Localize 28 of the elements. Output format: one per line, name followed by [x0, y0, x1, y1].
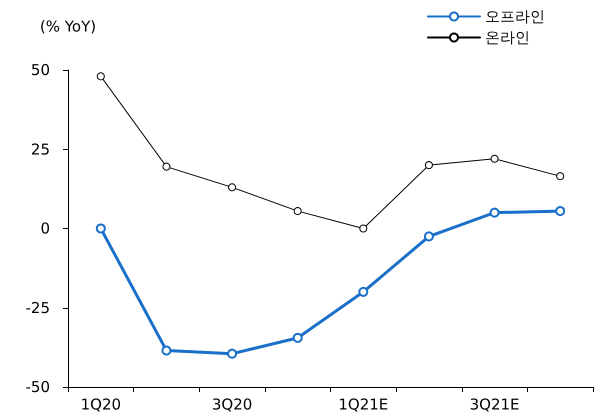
point	[228, 183, 236, 192]
point	[292, 332, 303, 343]
y-tick-label: -25	[26, 298, 50, 317]
y-tick-label: -50	[26, 378, 50, 396]
x-tick-label: 1Q21E	[338, 396, 388, 414]
point	[555, 206, 566, 216]
point	[162, 162, 170, 171]
point	[227, 348, 238, 359]
y-tick-label: 0	[40, 220, 50, 238]
point	[358, 286, 368, 297]
y-tick-label: 50	[30, 61, 50, 79]
legend-label: 온라인	[485, 28, 530, 46]
x-tick-label: 3Q21E	[470, 396, 520, 414]
y-tick-label: 25	[30, 140, 50, 158]
point	[490, 154, 499, 163]
point	[359, 224, 368, 232]
point	[424, 231, 434, 242]
point	[424, 161, 433, 170]
point	[294, 207, 302, 216]
point	[490, 208, 500, 218]
x-tick-label: 1Q20	[80, 396, 122, 414]
point	[556, 172, 564, 180]
legend-label: 오프라인	[485, 8, 545, 26]
point	[96, 224, 106, 234]
point	[96, 72, 105, 80]
x-tick-label: 3Q20	[212, 396, 252, 414]
y-axis-title: (% YoY)	[40, 18, 96, 36]
point	[161, 346, 172, 356]
